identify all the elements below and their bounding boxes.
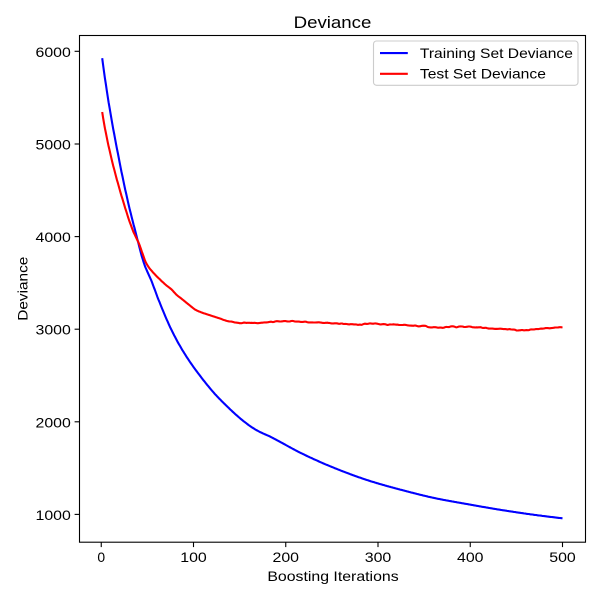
svg-text:4000: 4000 (36, 229, 72, 245)
svg-text:Deviance: Deviance (294, 13, 372, 32)
svg-text:Training Set Deviance: Training Set Deviance (420, 45, 573, 61)
svg-text:3000: 3000 (36, 322, 72, 338)
svg-text:300: 300 (365, 549, 392, 565)
svg-text:500: 500 (549, 549, 576, 565)
svg-text:6000: 6000 (36, 44, 72, 60)
svg-text:Deviance: Deviance (15, 256, 31, 320)
svg-text:1000: 1000 (36, 507, 72, 523)
svg-text:400: 400 (457, 549, 484, 565)
svg-text:100: 100 (180, 549, 207, 565)
svg-text:200: 200 (273, 549, 300, 565)
svg-text:2000: 2000 (36, 414, 72, 430)
svg-text:0: 0 (97, 549, 105, 565)
svg-text:Test Set Deviance: Test Set Deviance (420, 66, 546, 82)
svg-text:5000: 5000 (36, 137, 72, 153)
svg-text:Boosting Iterations: Boosting Iterations (267, 568, 398, 584)
